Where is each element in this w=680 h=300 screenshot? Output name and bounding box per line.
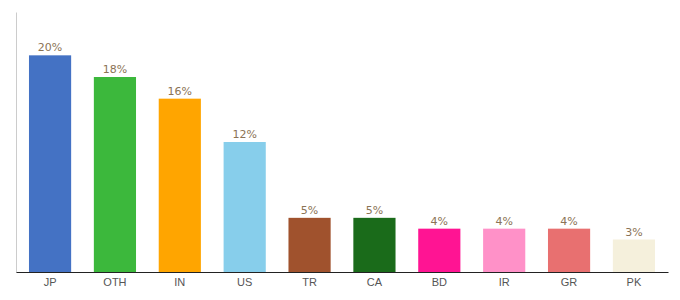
x-tick-label: PK: [627, 276, 642, 288]
chart: JP OTH IN US TR CA BD IR GR PK 20% 18% 16% 12% 5% 5% 4% 4…: [0, 0, 680, 300]
bar: [224, 142, 266, 272]
bar: [29, 55, 71, 272]
bar: [353, 218, 395, 272]
x-tick: GR: [561, 276, 578, 288]
x-tick: BD: [432, 276, 447, 288]
data-label: 3%: [625, 226, 642, 239]
x-tick: PK: [627, 276, 642, 288]
bar: [613, 240, 655, 273]
x-tick: IR: [499, 276, 510, 288]
x-tick-label: BD: [432, 276, 447, 288]
bar: [159, 99, 201, 272]
x-tick: TR: [302, 276, 317, 288]
x-tick-label: IN: [174, 276, 185, 288]
x-tick: CA: [367, 276, 383, 288]
x-tick: US: [237, 276, 252, 288]
bar: [483, 229, 525, 272]
x-tick: IN: [174, 276, 185, 288]
data-label: 4%: [431, 215, 448, 228]
data-label: 16%: [168, 85, 192, 98]
x-axis-line: [17, 272, 669, 273]
plot: JP OTH IN US TR CA BD IR GR PK 20% 18% 16% 12% 5% 5% 4% 4…: [17, 13, 669, 288]
data-label: 20%: [38, 41, 62, 54]
x-tick-label: GR: [561, 276, 578, 288]
data-label: 4%: [495, 215, 512, 228]
y-axis-line: [16, 13, 17, 273]
x-tick-label: US: [237, 276, 252, 288]
x-tick-label: TR: [302, 276, 317, 288]
data-labels: 20% 18% 16% 12% 5% 5% 4% 4% 4% 3%: [38, 41, 643, 238]
x-tick-label: CA: [367, 276, 383, 288]
x-tick-label: OTH: [103, 276, 126, 288]
bars: [29, 55, 655, 272]
x-axis: JP OTH IN US TR CA BD IR GR PK: [17, 273, 669, 288]
y-axis: [16, 13, 17, 273]
data-label: 4%: [560, 215, 577, 228]
x-tick-label: JP: [44, 276, 57, 288]
data-label: 5%: [366, 204, 383, 217]
bar: [94, 77, 136, 272]
bar: [548, 229, 590, 272]
data-label: 5%: [301, 204, 318, 217]
data-label: 18%: [103, 63, 127, 76]
bar: [288, 218, 330, 272]
x-tick: OTH: [103, 276, 126, 288]
x-tick: JP: [44, 276, 57, 288]
data-label: 12%: [232, 128, 256, 141]
x-tick-label: IR: [499, 276, 510, 288]
bar: [418, 229, 460, 272]
